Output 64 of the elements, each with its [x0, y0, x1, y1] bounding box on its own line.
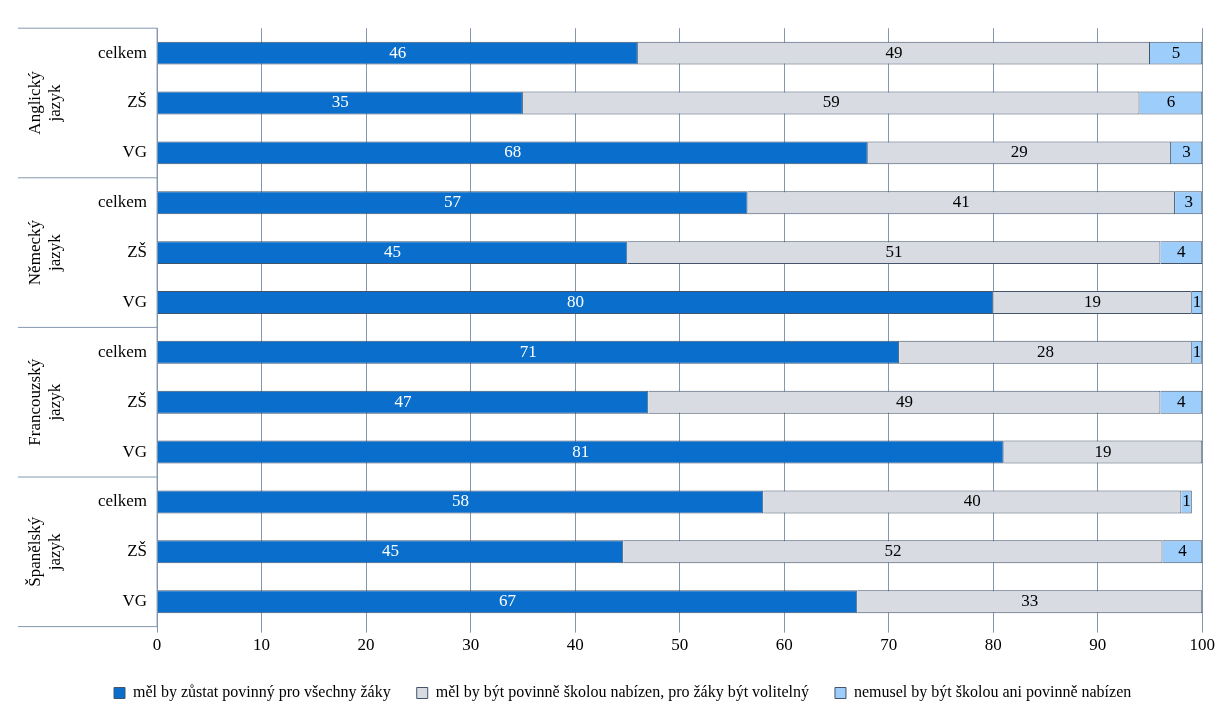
- y-tick-label: celkem: [97, 491, 148, 511]
- y-tick-label: VG: [122, 291, 148, 311]
- data-label: 81: [572, 441, 590, 461]
- data-label: 1: [1192, 341, 1202, 361]
- x-tick-label: 30: [462, 635, 480, 655]
- y-tick-label: VG: [122, 441, 148, 461]
- y-tick-label: VG: [122, 591, 148, 611]
- data-label: 4: [1177, 242, 1187, 262]
- x-tick-label: 100: [1189, 635, 1215, 655]
- data-label: 40: [963, 491, 981, 511]
- data-label: 45: [384, 242, 401, 262]
- x-tick-label: 50: [671, 635, 689, 655]
- data-label: 47: [394, 391, 412, 411]
- data-label: 45: [381, 541, 399, 561]
- data-label: 41: [952, 192, 970, 212]
- data-label: 49: [895, 391, 913, 411]
- x-tick-label: 60: [775, 635, 793, 655]
- legend-label: měl by být povinně školou nabízen, pro žáky být volitelný: [435, 683, 809, 702]
- data-label: 67: [498, 591, 517, 611]
- data-label: 58: [451, 491, 469, 511]
- data-label: 28: [1036, 341, 1054, 361]
- data-label: 51: [885, 242, 903, 262]
- x-tick-label: 20: [357, 635, 375, 655]
- text: Španělský jazyk: [25, 516, 65, 587]
- text: Německý jazyk: [25, 219, 65, 286]
- data-label: 3: [1184, 192, 1193, 212]
- y-tick-label: VG: [122, 142, 148, 162]
- data-label: 3: [1182, 142, 1191, 162]
- x-tick-label: 70: [880, 635, 898, 655]
- data-label: 5: [1171, 42, 1181, 62]
- data-label: 35: [331, 92, 349, 112]
- y-tick-label: ZŠ: [127, 92, 148, 112]
- y-tick-label: ZŠ: [127, 541, 148, 561]
- text: Anglický jazyk: [25, 70, 65, 135]
- x-tick-label: 90: [1089, 635, 1107, 655]
- data-label: 59: [822, 92, 840, 112]
- data-label: 4: [1178, 541, 1188, 561]
- data-label: 80: [566, 291, 584, 311]
- legend-label: měl by zůstat povinný pro všechny žáky: [133, 683, 391, 702]
- data-label: 46: [389, 42, 407, 62]
- data-label: 57: [444, 192, 462, 212]
- text: Francouzský jazyk: [25, 358, 65, 446]
- data-label: 1: [1192, 291, 1202, 311]
- x-tick-label: 80: [984, 635, 1002, 655]
- y-tick-label: celkem: [97, 192, 148, 212]
- data-label: 33: [1021, 591, 1039, 611]
- data-label: 1: [1182, 491, 1191, 511]
- legend-label: nemusel by být školou ani povinně nabízen: [853, 683, 1132, 702]
- data-label: 71: [519, 341, 537, 361]
- x-tick-label: 0: [152, 635, 162, 655]
- data-label: 52: [884, 541, 902, 561]
- y-tick-label: celkem: [97, 42, 148, 62]
- y-tick-label: ZŠ: [127, 391, 148, 411]
- y-tick-label: celkem: [97, 341, 148, 361]
- data-label: 19: [1084, 291, 1102, 311]
- y-tick-label: ZŠ: [127, 242, 148, 262]
- data-label: 49: [885, 42, 903, 62]
- data-label: 68: [504, 142, 522, 162]
- data-label: 4: [1177, 391, 1187, 411]
- data-label: 19: [1094, 441, 1112, 461]
- x-tick-label: 40: [566, 635, 584, 655]
- data-label: 29: [1010, 142, 1028, 162]
- data-label: 6: [1166, 92, 1176, 112]
- x-tick-label: 10: [253, 635, 271, 655]
